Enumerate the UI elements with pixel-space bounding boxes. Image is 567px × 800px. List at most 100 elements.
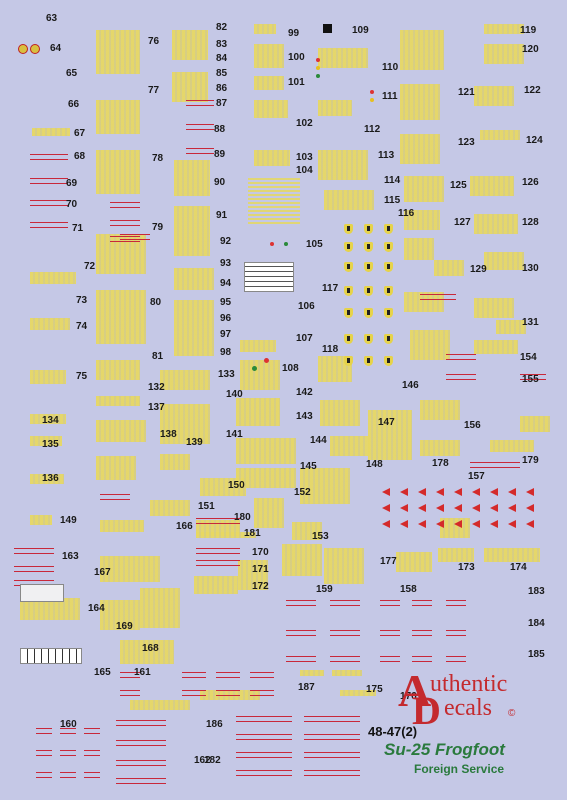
red-stencil xyxy=(470,462,520,468)
decal-stencil xyxy=(420,400,460,420)
decal-stencil xyxy=(236,398,280,426)
decal-number: 122 xyxy=(524,85,541,96)
decal-number: 154 xyxy=(520,352,537,363)
red-stencil xyxy=(36,772,52,778)
decal-stencil xyxy=(174,300,214,356)
decal-number: 164 xyxy=(88,603,105,614)
decal-stencil xyxy=(324,190,374,210)
decal-stencil xyxy=(100,556,160,582)
red-stencil xyxy=(446,374,476,380)
decal-stencil xyxy=(160,404,210,444)
red-stencil xyxy=(30,222,68,228)
decal-stencil xyxy=(30,436,62,446)
decal-number: 149 xyxy=(60,515,77,526)
red-stencil xyxy=(84,750,100,756)
decal-number: 136 xyxy=(42,473,59,484)
red-stencil xyxy=(182,690,206,696)
decal-number: 158 xyxy=(400,584,417,595)
red-stencil xyxy=(116,760,166,766)
shield-icon xyxy=(364,242,373,252)
red-stencil xyxy=(14,566,54,572)
decal-number: 186 xyxy=(206,719,223,730)
red-stencil xyxy=(120,672,140,678)
decal-number: 135 xyxy=(42,439,59,450)
red-stencil xyxy=(420,294,456,300)
decal-number: 132 xyxy=(148,382,165,393)
decal-stencil xyxy=(30,272,76,284)
red-stencil xyxy=(236,770,292,776)
decal-stencil xyxy=(30,318,70,330)
red-stencil xyxy=(446,600,466,606)
decal-number: 94 xyxy=(220,278,232,289)
decal-stencil xyxy=(96,456,136,480)
decal-stencil xyxy=(200,478,246,496)
copyright-mark: © xyxy=(508,708,516,719)
triangle-icon xyxy=(526,488,534,496)
decal-number: 93 xyxy=(220,258,232,269)
shield-icon xyxy=(344,334,353,344)
decal-number: 134 xyxy=(42,415,59,426)
decal-stencil xyxy=(238,560,268,590)
triangle-icon xyxy=(418,504,426,512)
decal-stencil xyxy=(240,360,280,390)
decal-number: 91 xyxy=(216,210,228,221)
red-stencil xyxy=(216,672,240,678)
triangle-icon xyxy=(418,520,426,528)
stencil-table xyxy=(20,584,64,602)
decal-stencil xyxy=(160,370,210,390)
decal-stencil xyxy=(248,178,300,224)
decal-number: 76 xyxy=(148,36,160,47)
decal-number: 184 xyxy=(528,618,545,629)
decal-number: 100 xyxy=(288,52,305,63)
red-stencil xyxy=(60,728,76,734)
red-stencil xyxy=(186,124,214,130)
red-stencil xyxy=(304,752,360,758)
decal-number: 183 xyxy=(528,586,545,597)
red-stencil xyxy=(182,672,206,678)
shield-icon xyxy=(384,224,393,234)
triangle-icon xyxy=(472,488,480,496)
decal-number: 96 xyxy=(220,313,232,324)
red-stencil xyxy=(236,752,292,758)
red-stencil xyxy=(236,716,292,722)
decal-stencil xyxy=(474,86,514,106)
decal-number: 148 xyxy=(366,459,383,470)
decal-stencil xyxy=(172,72,208,102)
red-stencil xyxy=(412,630,432,636)
red-stencil xyxy=(120,690,140,696)
decal-number: 167 xyxy=(94,567,111,578)
decal-number: 179 xyxy=(522,455,539,466)
red-stencil xyxy=(304,716,360,722)
decal-number: 105 xyxy=(306,239,323,250)
decal-number: 116 xyxy=(398,208,415,219)
decal-number: 144 xyxy=(310,435,327,446)
decal-stencil xyxy=(434,260,464,276)
shield-icon xyxy=(384,286,393,296)
yellow-dot-icon xyxy=(316,66,320,70)
shield-icon xyxy=(384,308,393,318)
red-stencil xyxy=(380,656,400,662)
decal-number: 165 xyxy=(94,667,111,678)
decal-number: 178 xyxy=(432,458,449,469)
red-stencil xyxy=(116,778,166,784)
red-dot-icon xyxy=(270,242,274,246)
decal-number: 86 xyxy=(216,83,228,94)
decal-stencil xyxy=(100,600,140,630)
decal-stencil xyxy=(470,176,514,196)
decal-number: 77 xyxy=(148,85,160,96)
shield-icon xyxy=(364,286,373,296)
decal-number: 107 xyxy=(296,333,313,344)
decal-number: 120 xyxy=(522,44,539,55)
sheet-code: 48-47(2) xyxy=(368,724,418,739)
decal-stencil xyxy=(254,498,284,528)
shield-icon xyxy=(344,224,353,234)
decal-number: 181 xyxy=(244,528,261,539)
decal-number: 127 xyxy=(454,217,471,228)
decal-number: 78 xyxy=(152,153,164,164)
decal-stencil xyxy=(474,340,518,354)
decal-stencil xyxy=(160,454,190,470)
decal-number: 97 xyxy=(220,329,232,340)
decal-stencil xyxy=(240,340,276,352)
shield-icon xyxy=(344,308,353,318)
decal-number: 152 xyxy=(294,487,311,498)
